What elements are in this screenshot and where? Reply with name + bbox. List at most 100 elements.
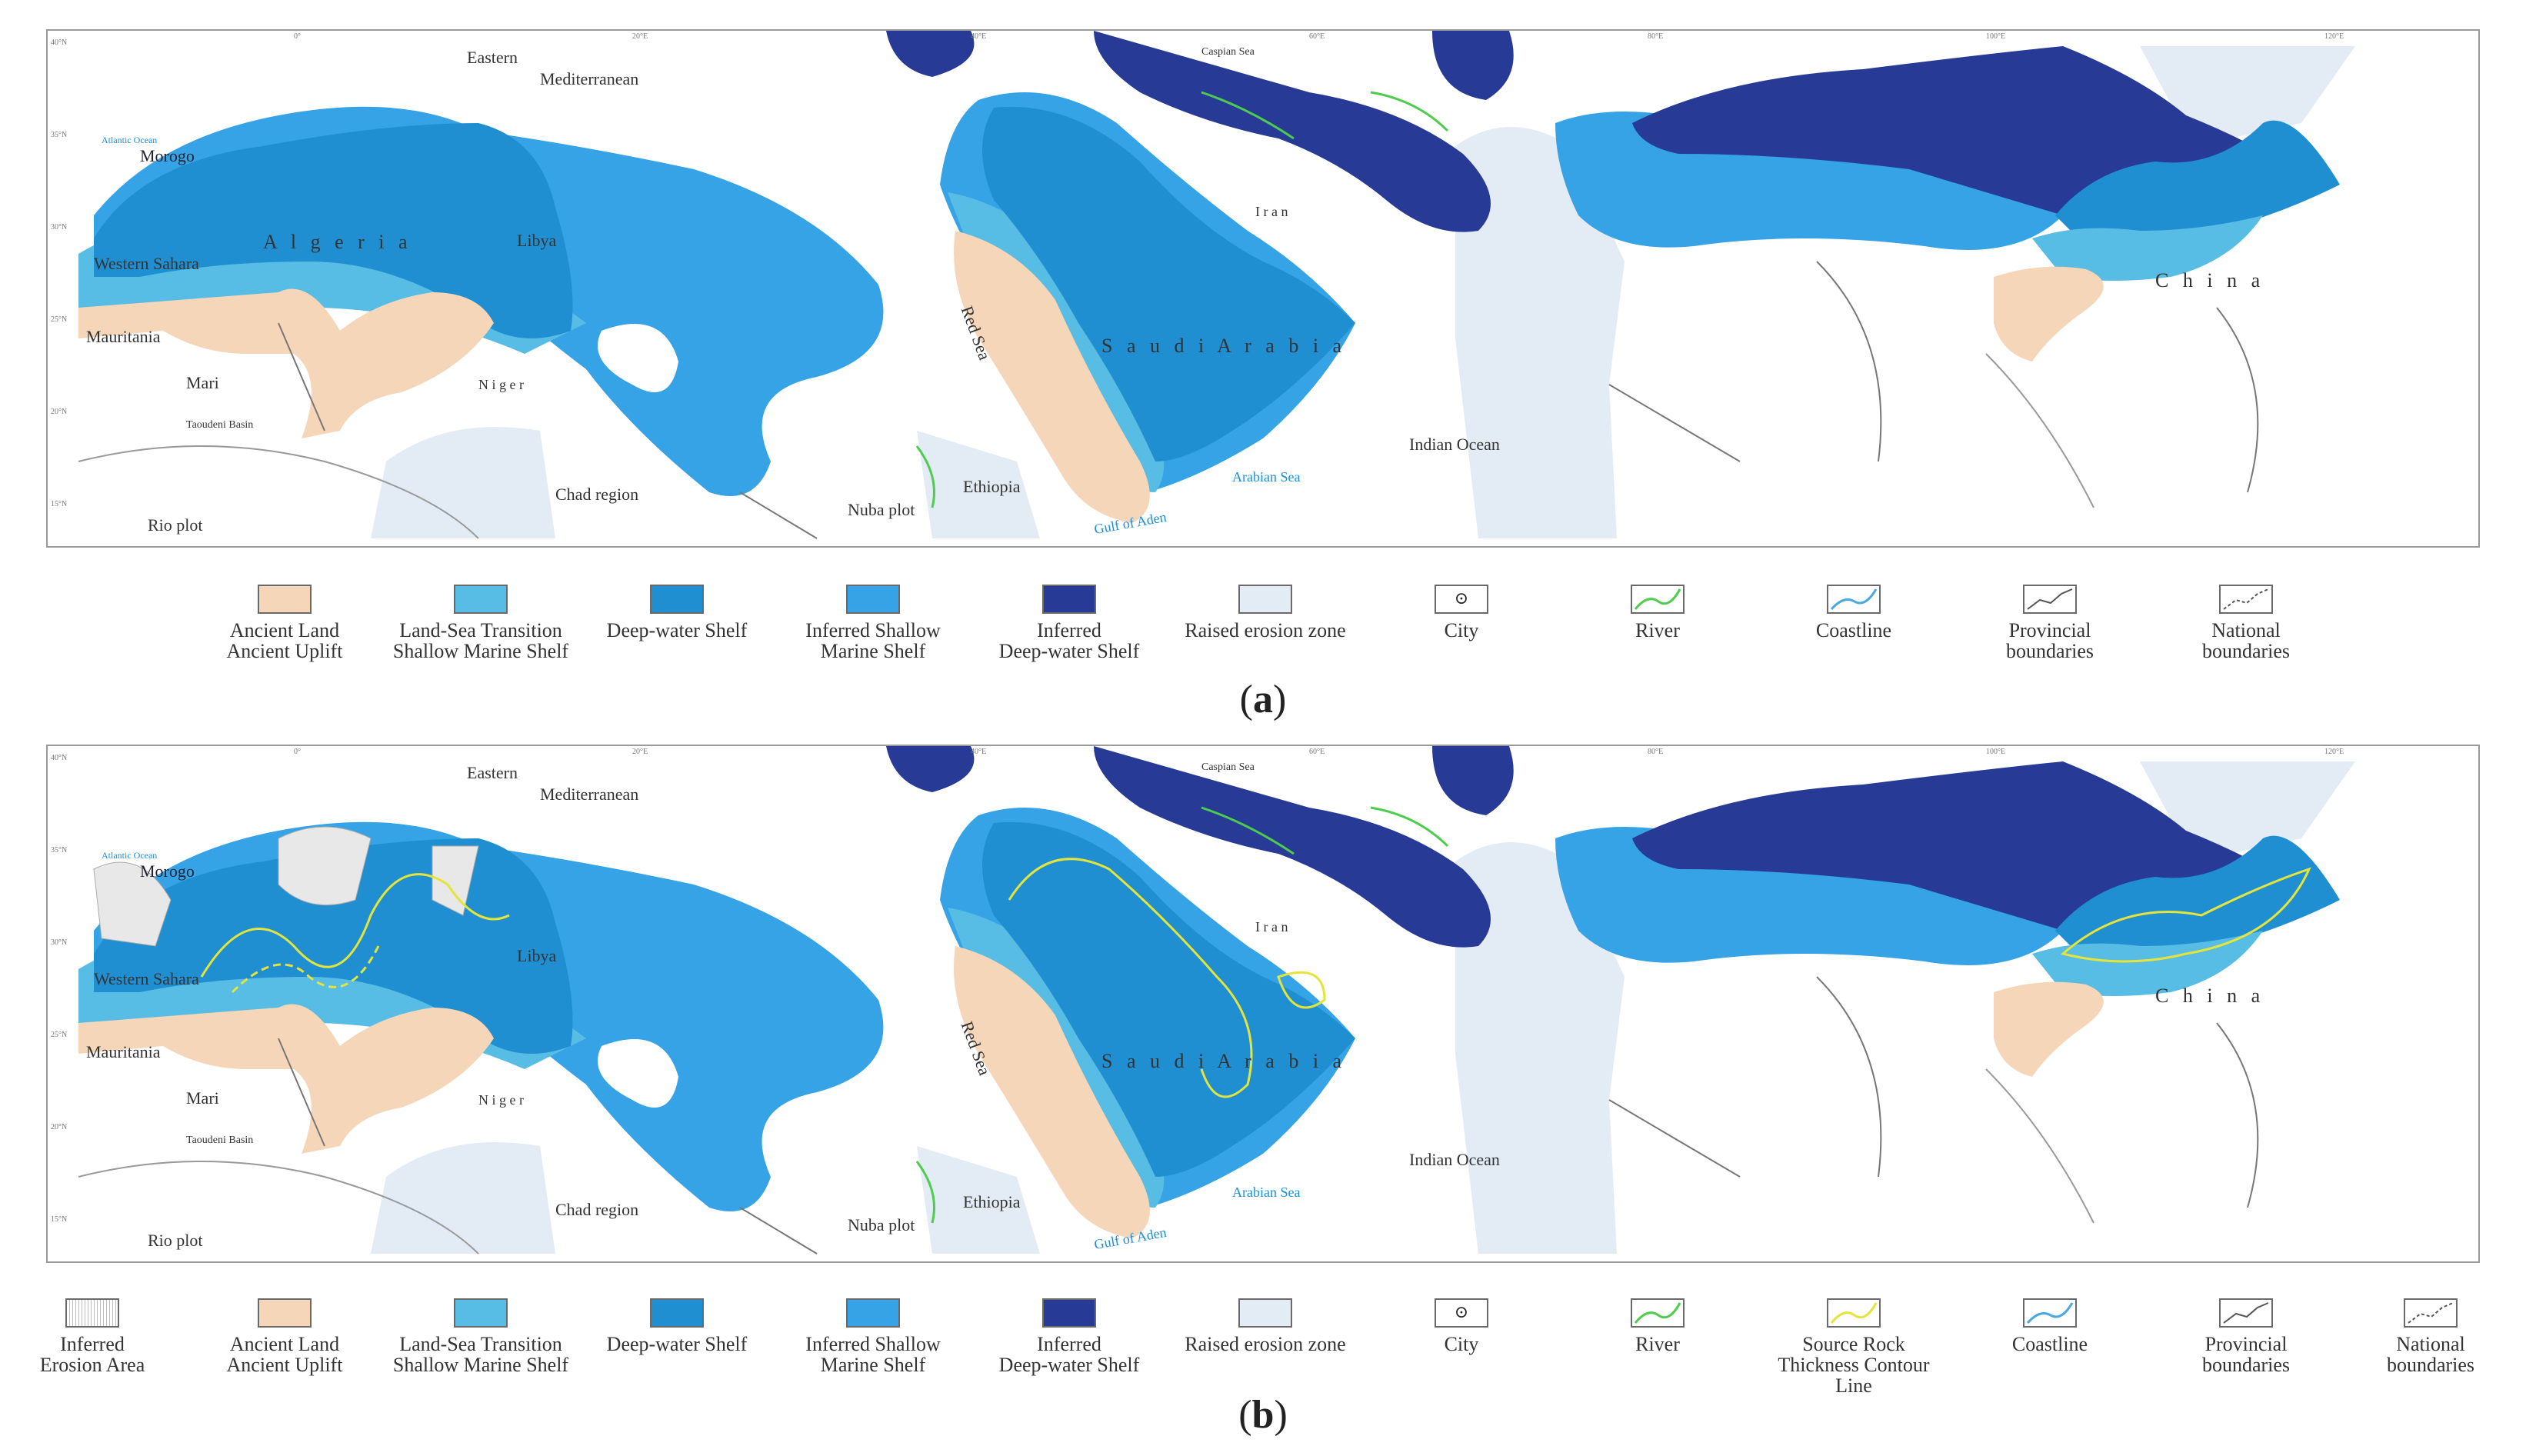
tick-80e: 80°E (1648, 748, 1664, 756)
river (1201, 806, 1295, 855)
map-label-atlantic: Atlantic Ocean (102, 850, 158, 861)
tick-35n: 35°N (51, 846, 68, 855)
legend-item-deep-shelf: Deep-water Shelf (585, 585, 769, 641)
legend-line: boundaries (2386, 1354, 2475, 1376)
map-label-arabian-sea: Arabian Sea (1232, 1184, 1301, 1200)
tick-60e: 60°E (1309, 32, 1325, 41)
deep-water-shelf (982, 106, 1355, 461)
ancient-land (78, 1004, 494, 1154)
map-b-svg (78, 746, 2355, 1254)
legend-b: Inferred Erosion Area Ancient Land Ancient… (0, 1298, 2526, 1414)
map-label-eastern: Eastern (467, 763, 518, 782)
map-label-mediterranean: Mediterranean (540, 69, 639, 88)
map-label-libya: Libya (517, 946, 557, 965)
legend-line: Marine Shelf (820, 640, 926, 662)
map-a-svg (78, 31, 2355, 539)
coastline-icon (1827, 585, 1881, 614)
map-label-mediterranean: Mediterranean (540, 785, 639, 804)
ancient-land (78, 288, 494, 438)
raised-erosion-swatch (1238, 585, 1292, 614)
map-label-niger: N i g e r (478, 1092, 524, 1108)
tick-35n: 35°N (51, 131, 68, 139)
map-label-chad: Chad region (555, 1200, 639, 1219)
lake (598, 1039, 678, 1108)
map-a: Eastern Mediterranean Morogo A l g e r i… (46, 29, 2480, 548)
panel-letter: a (1253, 678, 1273, 721)
map-label-morocco: Morogo (140, 861, 195, 881)
legend-line: River (1635, 619, 1680, 641)
transition-swatch (454, 1298, 508, 1328)
legend-line: Coastline (2011, 1333, 2088, 1355)
raised-erosion-zone (917, 431, 1040, 538)
map-label-algeria: A l g e r i a (263, 231, 412, 253)
legend-line: Raised erosion zone (1185, 1333, 1346, 1355)
ancient-land (954, 231, 1150, 523)
inferred-deep-shelf (1432, 746, 1514, 815)
legend-item-transition: Land-Sea Transition Shallow Marine Shelf (388, 1298, 573, 1375)
map-label-rio: Rio plot (148, 1231, 203, 1250)
tick-120e: 120°E (2324, 32, 2344, 41)
legend-line: Inferred (1037, 619, 1101, 641)
map-label-iran: I r a n (1255, 204, 1288, 219)
map-label-saudi: S a u d i A r a b i a (1101, 1050, 1347, 1072)
ancient-land (1994, 981, 2104, 1077)
transition-shelf (2032, 215, 2263, 281)
national-boundary (78, 353, 2094, 539)
map-label-morocco: Morogo (140, 146, 195, 165)
map-label-china: C h i n a (2155, 985, 2265, 1007)
source-rock-contour (1008, 858, 1253, 1098)
raised-erosion-zone (1455, 842, 1625, 1254)
legend-item-ancient-land: Ancient Land Ancient Uplift (192, 585, 377, 661)
tick-30n: 30°N (51, 938, 68, 947)
legend-line: Raised erosion zone (1185, 619, 1346, 641)
tick-20n: 20°N (51, 1123, 68, 1131)
legend-line: National (2211, 619, 2281, 641)
inferred-deep-shelf (1432, 31, 1514, 100)
map-label-china: C h i n a (2155, 269, 2265, 292)
panel-label-b: (b) (1238, 1393, 1288, 1437)
source-rock-contour (231, 945, 380, 994)
raised-erosion-swatch (1238, 1298, 1292, 1328)
legend-item-provincial: Provincial boundaries (1958, 585, 2142, 661)
legend-item-inferred-shallow: Inferred Shallow Marine Shelf (781, 585, 965, 661)
map-label-ethiopia: Ethiopia (963, 477, 1021, 496)
map-label-taoudeni: Taoudeni Basin (186, 419, 254, 431)
tick-0: 0° (294, 32, 301, 41)
inferred-shallow-swatch (846, 585, 900, 614)
national-boundary-icon (2219, 585, 2273, 614)
legend-item-inferred-deep: Inferred Deep-water Shelf (977, 585, 1161, 661)
map-label-atlantic: Atlantic Ocean (102, 135, 158, 145)
river (1370, 91, 1449, 132)
map-label-mauritania: Mauritania (86, 1042, 161, 1061)
river (1201, 91, 1295, 140)
legend-line: Inferred Shallow (805, 1333, 941, 1355)
city-icon: ⊙ (1435, 585, 1488, 614)
legend-line: boundaries (2005, 640, 2094, 662)
legend-line: Ancient Uplift (226, 640, 343, 662)
legend-item-national: National boundaries (2154, 585, 2338, 661)
legend-item-deep-shelf: Deep-water Shelf (585, 1298, 769, 1354)
map-label-taoudeni: Taoudeni Basin (186, 1134, 254, 1146)
map-label-mauritania: Mauritania (86, 327, 161, 346)
provincial-boundary-icon (2219, 1298, 2273, 1328)
map-label-western-sahara: Western Sahara (94, 969, 199, 988)
legend-line: Inferred (1037, 1333, 1101, 1355)
tick-20e: 20°E (632, 748, 648, 756)
source-rock-contour (200, 873, 510, 978)
tick-40e: 40°E (971, 748, 987, 756)
source-rock-contour (1277, 971, 1326, 1009)
tick-20n: 20°N (51, 408, 68, 416)
legend-item-raised-erosion: Raised erosion zone (1173, 1298, 1358, 1354)
inferred-deep-shelf (886, 31, 975, 77)
map-label-eastern: Eastern (467, 48, 518, 67)
legend-line: Inferred Shallow (805, 619, 941, 641)
legend-line: Source Rock (1802, 1333, 1905, 1355)
ancient-land-swatch (258, 585, 312, 614)
tick-15n: 15°N (51, 1215, 68, 1224)
transition-swatch (454, 585, 508, 614)
deep-shelf-swatch (650, 585, 704, 614)
tick-40n: 40°N (51, 38, 68, 47)
national-boundary (278, 976, 2259, 1254)
map-label-chad: Chad region (555, 485, 639, 504)
national-boundary (278, 261, 2259, 539)
